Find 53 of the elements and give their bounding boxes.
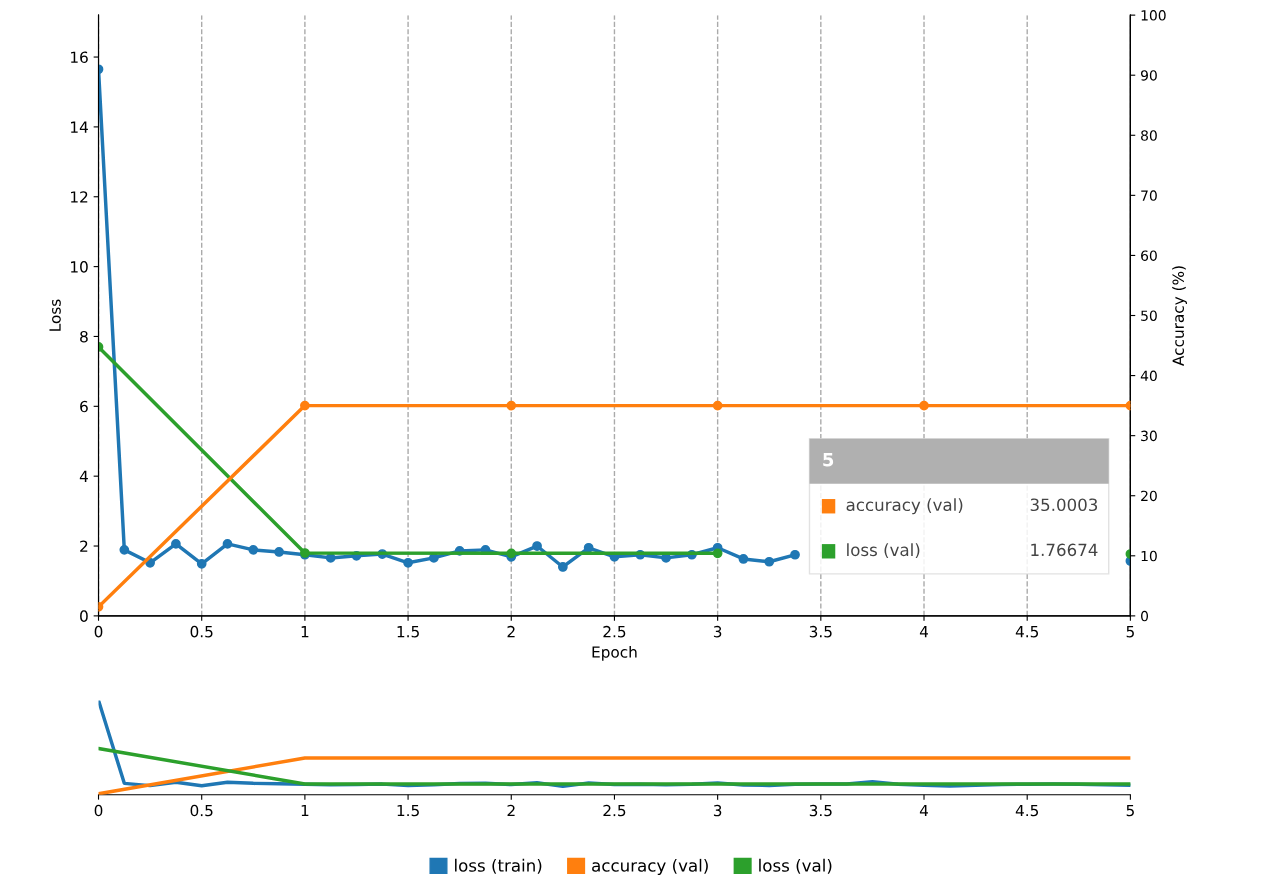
x-tick-label: 5 (1126, 804, 1134, 817)
y2-tick-label: 30 (1141, 430, 1157, 442)
y-tick-label: 8 (80, 330, 88, 343)
x-axis-title: Epoch (592, 645, 637, 661)
x-tick-label: 2 (507, 625, 515, 638)
y2-tick-label: 80 (1141, 130, 1157, 141)
x-tick-label: 3 (713, 804, 722, 817)
y-tick-label: 12 (71, 191, 88, 203)
annotation: 1.76674 (1031, 543, 1098, 557)
x-tick-label: 2.5 (603, 804, 626, 817)
legend-label: accuracy (val) (592, 858, 708, 875)
x-tick-label: 4 (919, 804, 929, 817)
x-tick-label: 3.5 (809, 804, 832, 817)
annotation: 35.0003 (1030, 498, 1098, 512)
x-tick-label: 4.5 (1015, 804, 1039, 817)
y2-tick-label: 10 (1141, 550, 1157, 562)
y2-tick-label: 0 (1141, 610, 1149, 622)
x-tick-label: 3 (713, 625, 722, 638)
legend-label: loss (val) (759, 858, 832, 874)
y-tick-label: 4 (79, 470, 88, 482)
y-tick-label: 16 (71, 51, 88, 64)
x-tick-label: 1.5 (397, 804, 419, 817)
y2-tick-label: 60 (1141, 250, 1157, 261)
x-tick-label: 1 (301, 804, 309, 817)
x-tick-label: 4.5 (1015, 626, 1039, 638)
x-tick-label: 1.5 (397, 626, 419, 638)
x-tick-label: 1 (301, 626, 309, 638)
y-tick-label: 10 (71, 261, 88, 273)
x-tick-label: 5 (1126, 626, 1134, 638)
y2-tick-label: 40 (1140, 370, 1157, 382)
x-tick-label: 2 (507, 804, 515, 817)
annotation: loss (val) (847, 543, 920, 559)
x-tick-label: 0.5 (190, 804, 213, 817)
legend-label: loss (train) (455, 858, 542, 874)
y2-tick-label: 50 (1141, 310, 1157, 321)
annotation: accuracy (val) (846, 498, 963, 515)
y-axis-title: Loss (49, 299, 61, 331)
y-tick-label: 6 (80, 400, 88, 413)
y2-tick-label: 70 (1141, 190, 1157, 201)
x-tick-label: 3.5 (809, 625, 832, 638)
x-tick-label: 0.5 (190, 625, 213, 638)
y-tick-label: 14 (71, 121, 88, 133)
y2-tick-label: 20 (1141, 490, 1157, 502)
y2-axis-title: Accuracy (%) (1172, 266, 1187, 366)
x-tick-label: 2.5 (603, 625, 626, 638)
x-tick-label: 0 (94, 625, 103, 638)
annotation: 5 (823, 453, 834, 467)
x-tick-label: 4 (919, 626, 929, 638)
y2-tick-label: 90 (1140, 70, 1157, 81)
y-tick-label: 2 (80, 540, 88, 552)
y2-tick-label: 100 (1141, 10, 1166, 21)
y-tick-label: 0 (80, 610, 88, 622)
x-tick-label: 0 (94, 804, 103, 817)
